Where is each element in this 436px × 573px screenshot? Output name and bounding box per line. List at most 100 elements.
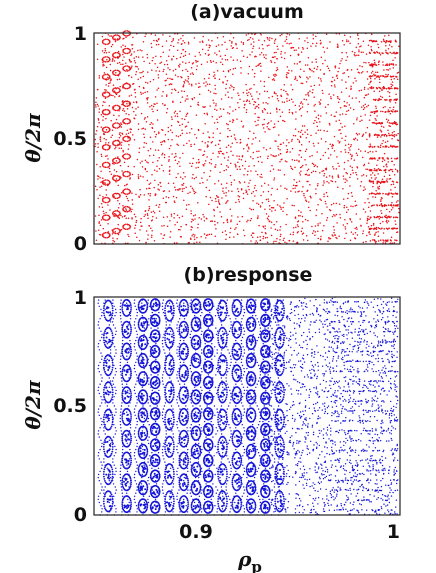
scatter-point xyxy=(296,79,298,82)
scatter-point xyxy=(161,102,164,105)
scatter-point xyxy=(358,72,361,74)
scatter-point xyxy=(391,138,393,140)
scatter-point xyxy=(383,165,385,168)
scatter-point xyxy=(215,486,217,488)
scatter-point xyxy=(101,315,103,317)
scatter-point xyxy=(244,160,247,163)
scatter-point xyxy=(137,106,139,108)
scatter-point xyxy=(185,186,187,188)
scatter-point xyxy=(139,77,142,79)
scatter-point xyxy=(289,165,292,168)
scatter-point xyxy=(242,41,245,44)
scatter-point xyxy=(171,153,173,155)
scatter-point xyxy=(229,231,231,234)
scatter-point xyxy=(169,492,171,494)
scatter-point xyxy=(246,144,248,147)
scatter-point xyxy=(163,153,166,156)
scatter-point xyxy=(283,237,285,239)
scatter-point xyxy=(134,305,136,307)
scatter-point xyxy=(207,131,209,133)
scatter-point xyxy=(398,211,400,214)
scatter-point xyxy=(114,96,116,98)
scatter-point xyxy=(323,174,325,177)
scatter-point xyxy=(94,185,97,188)
scatter-point xyxy=(378,60,380,62)
scatter-point xyxy=(227,333,229,336)
scatter-point xyxy=(102,165,104,167)
scatter-point xyxy=(145,230,148,232)
scatter-point xyxy=(383,152,386,155)
scatter-point xyxy=(259,54,261,56)
scatter-point xyxy=(113,405,116,407)
scatter-point xyxy=(208,467,210,469)
scatter-point xyxy=(149,148,152,150)
scatter-point xyxy=(200,392,203,395)
scatter-point xyxy=(230,56,232,58)
scatter-point xyxy=(334,67,337,69)
scatter-point xyxy=(313,122,315,124)
scatter-point xyxy=(307,91,309,94)
scatter-point xyxy=(147,149,150,152)
scatter-point xyxy=(228,424,230,426)
scatter-point xyxy=(112,237,114,239)
scatter-point xyxy=(146,98,149,101)
scatter-point xyxy=(176,470,178,473)
scatter-point xyxy=(312,34,314,36)
scatter-point xyxy=(109,380,112,382)
scatter-point xyxy=(113,109,115,111)
scatter-point xyxy=(298,160,300,162)
scatter-point xyxy=(156,405,158,407)
scatter-point xyxy=(386,121,389,123)
scatter-point xyxy=(302,239,305,241)
scatter-point xyxy=(262,237,264,240)
scatter-point xyxy=(395,239,398,242)
scatter-point xyxy=(374,78,376,80)
scatter-point xyxy=(393,135,396,138)
scatter-point xyxy=(271,37,273,40)
scatter-point xyxy=(106,179,108,181)
scatter-point xyxy=(369,64,372,66)
scatter-point xyxy=(104,131,107,133)
scatter-point xyxy=(215,367,218,370)
scatter-point xyxy=(150,104,153,107)
scatter-point xyxy=(161,380,164,382)
scatter-point xyxy=(229,69,231,71)
scatter-point xyxy=(230,361,232,364)
scatter-point xyxy=(229,106,231,108)
scatter-point xyxy=(134,216,137,218)
scatter-point xyxy=(169,83,172,85)
scatter-point xyxy=(233,86,235,89)
scatter-point xyxy=(350,143,352,146)
scatter-point xyxy=(251,68,254,71)
scatter-point xyxy=(156,66,159,69)
scatter-point xyxy=(301,125,304,127)
scatter-point xyxy=(203,233,206,235)
scatter-point xyxy=(146,53,148,56)
scatter-point xyxy=(155,483,158,485)
scatter-point xyxy=(114,148,116,150)
scatter-point xyxy=(395,64,397,66)
scatter-point xyxy=(176,396,179,398)
scatter-point xyxy=(114,192,117,195)
scatter-point xyxy=(197,166,199,169)
scatter-point xyxy=(99,165,101,168)
scatter-point xyxy=(134,227,136,229)
scatter-point xyxy=(179,228,181,231)
scatter-point xyxy=(147,439,149,441)
scatter-point xyxy=(162,90,164,93)
scatter-point xyxy=(168,160,170,162)
scatter-point xyxy=(161,452,164,454)
scatter-point xyxy=(304,150,307,153)
scatter-point xyxy=(186,132,188,135)
scatter-point xyxy=(176,349,178,351)
scatter-point xyxy=(196,65,198,67)
scatter-point xyxy=(305,163,307,166)
scatter-point xyxy=(107,144,110,147)
scatter-point xyxy=(162,383,164,385)
scatter-point xyxy=(294,191,297,193)
scatter-point xyxy=(122,63,124,66)
scatter-point xyxy=(104,299,106,301)
scatter-point xyxy=(227,349,229,351)
scatter-point xyxy=(170,44,172,47)
scatter-point xyxy=(294,104,297,107)
